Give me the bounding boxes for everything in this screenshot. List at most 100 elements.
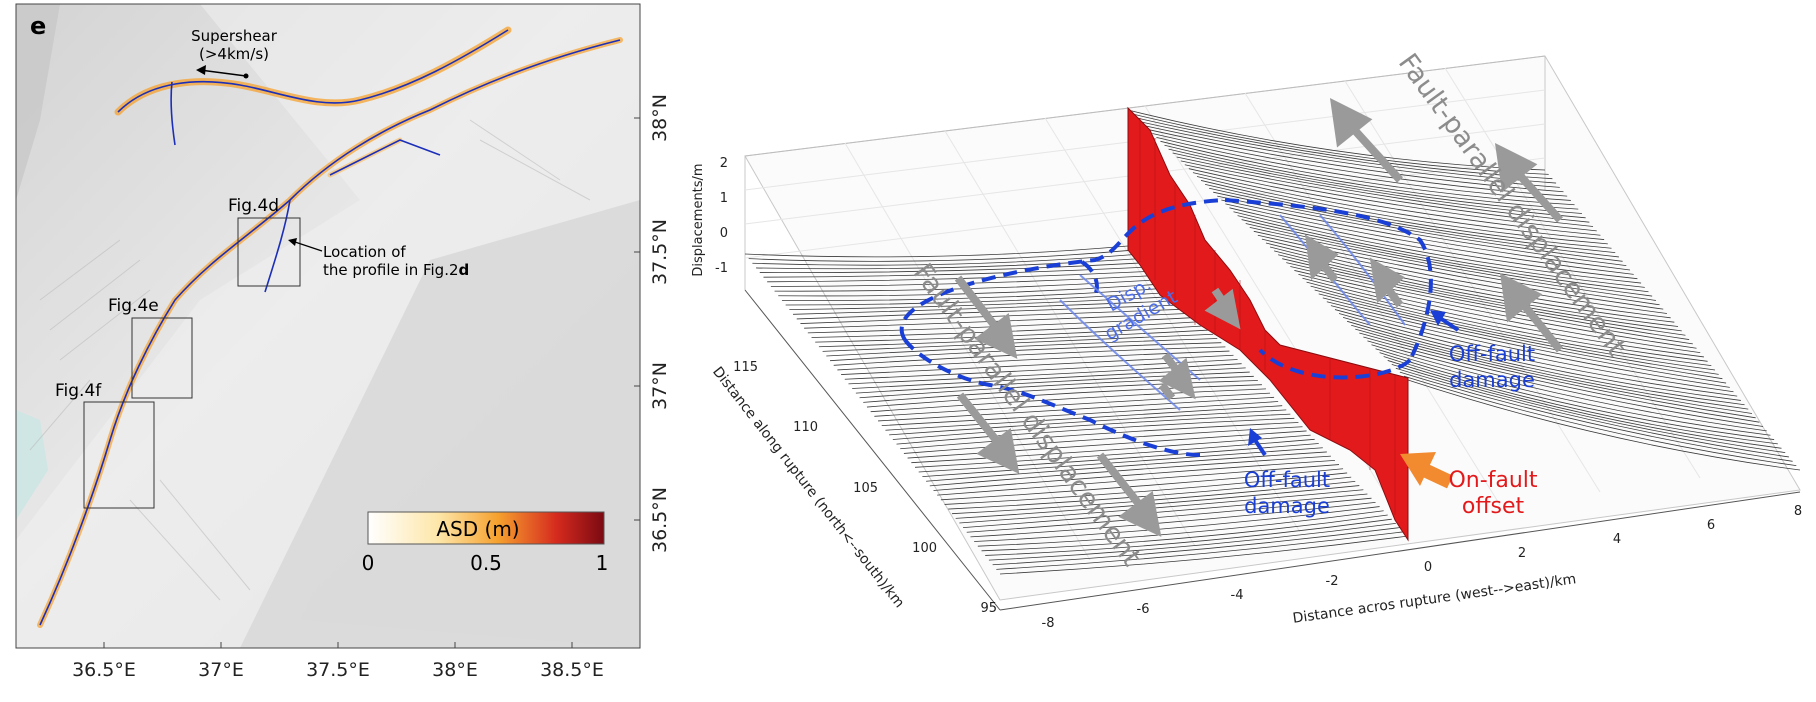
profile-line-west	[914, 438, 1315, 468]
off-fault-label-right-1: Off-fault	[1449, 342, 1535, 366]
profile-line-east	[1351, 324, 1749, 410]
front-axes	[744, 289, 1801, 611]
x-tick-6: 6	[1707, 518, 1715, 533]
profile-line-east	[1136, 117, 1553, 180]
y-tick-110: 110	[793, 420, 818, 435]
location-pointer	[288, 238, 323, 252]
offset-wall-ribs	[1139, 118, 1396, 515]
x-tick-m8: -8	[1042, 616, 1055, 631]
profile-line-east	[1403, 375, 1797, 467]
on-fault-offset-wall	[1127, 106, 1409, 542]
profile-line-west	[833, 346, 1226, 366]
profile-line-west	[866, 384, 1262, 408]
profile-line-west	[822, 333, 1214, 352]
terrain-shade	[16, 4, 60, 200]
arrow-down-5	[1204, 287, 1241, 330]
x-tick-2: 2	[1518, 546, 1526, 561]
profile-line-west	[874, 392, 1271, 417]
x-tick-0: 0	[1424, 560, 1432, 575]
profile-line-west	[940, 468, 1344, 501]
lat-tick-375: 37.5°N	[649, 219, 671, 285]
arrow-down-4	[1158, 352, 1196, 400]
damage-zone-outline-inner	[1080, 260, 1099, 296]
x-tick-m4: -4	[1231, 588, 1244, 603]
damage-zone-outline	[899, 198, 1433, 457]
profile-line-east	[1168, 148, 1582, 214]
profile-line-east	[1334, 309, 1734, 393]
terrain-light	[16, 4, 640, 648]
location-label-2: the profile in Fig.2d	[323, 261, 469, 279]
map-frame	[15, 3, 641, 649]
profile-line-west	[863, 380, 1258, 403]
profile-line-east	[1375, 348, 1771, 436]
profile-line-east	[1140, 121, 1557, 184]
profile-line-west	[977, 510, 1384, 547]
y-tick-115: 115	[733, 360, 758, 375]
y-tick-105: 105	[853, 481, 878, 496]
profile-line-east	[1196, 176, 1608, 245]
profile-line-east	[1290, 266, 1693, 345]
profile-line-west	[903, 426, 1303, 454]
z-tick-m1: -1	[715, 261, 728, 276]
profile-line-west	[800, 308, 1189, 324]
x-tick-m6: -6	[1137, 602, 1150, 617]
profile-line-east	[1164, 144, 1579, 210]
profile-line-west	[996, 531, 1404, 570]
profile-line-west	[829, 342, 1222, 362]
profile-line-east	[1188, 168, 1601, 236]
profile-line-west	[870, 388, 1266, 413]
terrain-hatching	[29, 119, 591, 601]
arrow-up-5	[1304, 234, 1339, 283]
profile-line-west	[837, 350, 1230, 371]
profile-line-east	[1379, 352, 1775, 440]
profile-line-west	[763, 266, 1149, 278]
profile-line-west	[848, 363, 1242, 385]
profile-line-east	[1342, 317, 1741, 401]
orange-arrow	[1400, 452, 1453, 489]
lon-tick-365: 36.5°E	[72, 659, 136, 681]
profile-line-east	[1192, 172, 1605, 240]
box-fig4d	[237, 217, 301, 287]
profile-line-east	[1209, 187, 1619, 258]
location-label-1: Location of	[323, 243, 406, 261]
profile-line-east	[1213, 191, 1623, 262]
profile-line-west	[974, 506, 1380, 542]
profile-line-east	[1282, 258, 1686, 336]
x-tick-8: 8	[1794, 504, 1802, 519]
profile-line-west	[929, 455, 1331, 487]
profile-line-east	[1318, 293, 1719, 375]
lat-tick-37: 37°N	[649, 362, 671, 410]
colorbar-gradient	[367, 511, 605, 545]
profile-line-east	[1314, 289, 1716, 371]
profile-line-east	[1298, 273, 1701, 354]
profile-line-east	[1395, 367, 1789, 458]
profile-line-east	[1322, 297, 1723, 380]
arrow-down-6	[1158, 382, 1176, 401]
profile-line-east	[1286, 262, 1690, 340]
profile-line-west	[759, 262, 1145, 274]
arrow-down-2	[956, 392, 1020, 474]
arrow-up-1	[1329, 98, 1403, 183]
profile-line-west	[896, 417, 1295, 445]
supershear-label: Supershear	[191, 27, 278, 45]
profile-line-east	[1338, 313, 1738, 397]
profile-line-east	[1176, 156, 1590, 223]
profile-line-east	[1387, 360, 1782, 449]
profile-line-east	[1217, 195, 1627, 267]
map-panel	[15, 3, 641, 649]
box-fig4e	[131, 317, 193, 399]
profile-line-west	[852, 367, 1246, 389]
profile-line-east	[1371, 344, 1767, 432]
profile-line-east	[1355, 328, 1753, 414]
rupture-traces	[39, 29, 621, 626]
profile-line-west	[826, 338, 1218, 357]
profile-line-west	[881, 401, 1279, 426]
profile-line-east	[1330, 305, 1730, 388]
lake-patch	[16, 410, 48, 520]
lon-tick-375: 37.5°E	[306, 659, 370, 681]
profile-line-west	[966, 497, 1372, 533]
box-label-fig4d: Fig.4d	[228, 196, 279, 216]
profile-line-east	[1359, 332, 1756, 419]
profile-line-west	[855, 371, 1250, 394]
profile-line-west	[999, 535, 1409, 575]
